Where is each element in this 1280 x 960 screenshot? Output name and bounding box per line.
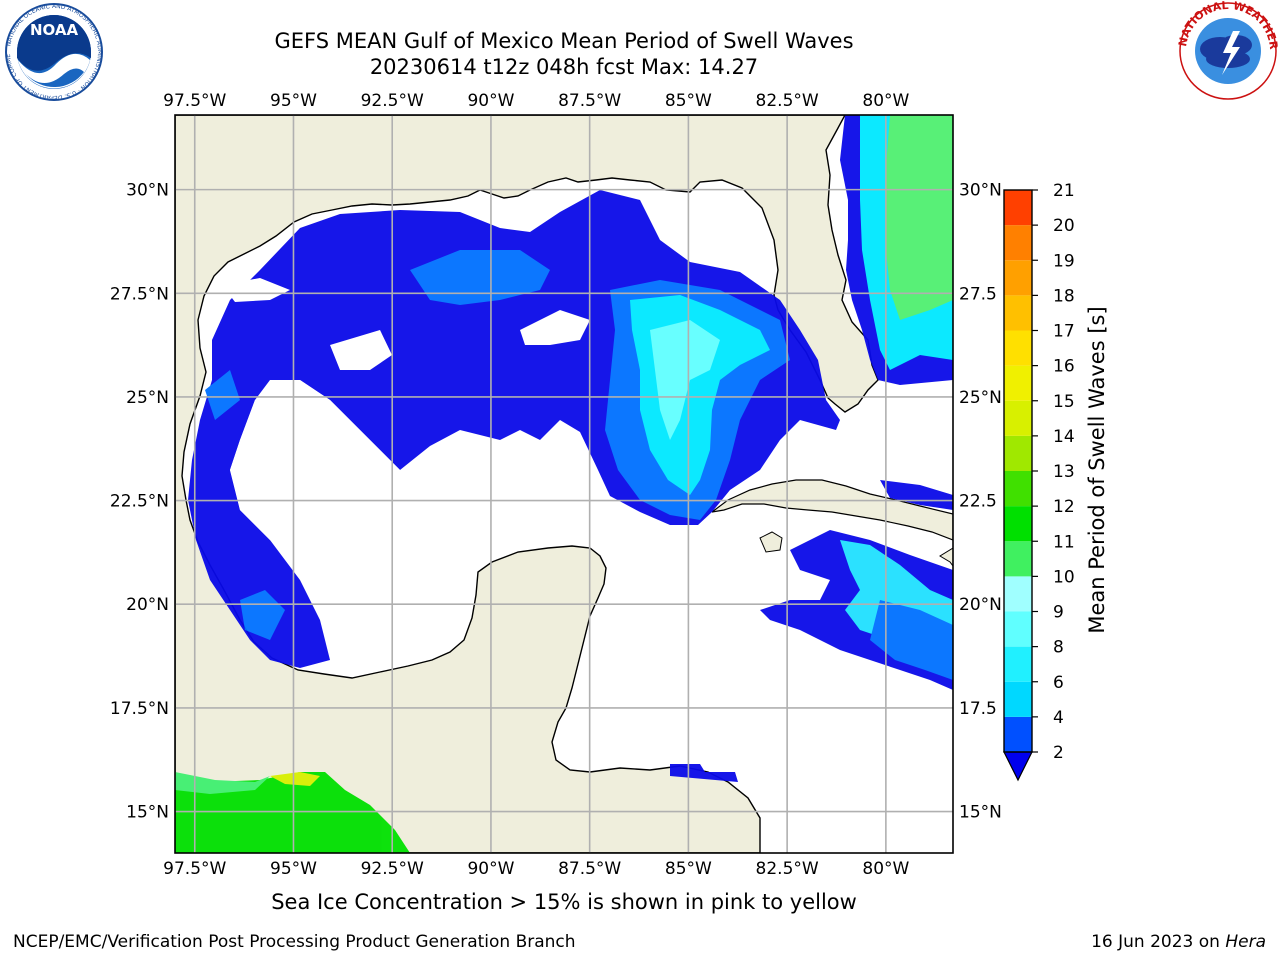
colorbar-segment [1004, 541, 1032, 577]
colorbar-tick-label: 20 [1053, 216, 1075, 236]
colorbar-segment [1004, 646, 1032, 682]
lat-label-left: 25°N [126, 388, 169, 408]
lat-label-right: 15°N [959, 803, 1002, 823]
colorbar-tick-label: 6 [1053, 673, 1064, 693]
map-area [175, 115, 953, 853]
lon-label-bottom: 85°W [665, 859, 712, 879]
colorbar-tick-label: 10 [1053, 567, 1075, 587]
chart-subtitle: 20230614 t12z 048h fcst Max: 14.27 [369, 55, 759, 79]
lon-label-top: 82.5°W [756, 91, 819, 111]
colorbar-tick-label: 15 [1053, 392, 1075, 412]
land-cuba [711, 479, 953, 541]
lat-label-right: 22.5 [959, 492, 997, 512]
lon-label-bottom: 82.5°W [756, 859, 819, 879]
colorbar-tick-label: 2 [1053, 743, 1064, 763]
footer-credit: NCEP/EMC/Verification Post Processing Pr… [13, 932, 576, 952]
colorbar-tick-label: 14 [1053, 427, 1075, 447]
colorbar-tick-label: 12 [1053, 497, 1075, 517]
colorbar-tick-label: 19 [1053, 251, 1075, 271]
map-gridlines [175, 115, 953, 853]
lon-label-bottom: 80°W [862, 859, 909, 879]
colorbar-tick-label: 16 [1053, 357, 1075, 377]
lon-label-bottom: 90°W [467, 859, 514, 879]
colorbar-label: Mean Period of Swell Waves [s] [1085, 306, 1109, 634]
lat-label-right: 30°N [959, 181, 1002, 201]
colorbar-segment [1004, 260, 1032, 296]
colorbar-tick-label: 21 [1053, 181, 1075, 201]
lat-label-left: 20°N [126, 595, 169, 615]
lat-label-right: 17.5 [959, 699, 997, 719]
chart-title: GEFS MEAN Gulf of Mexico Mean Period of … [274, 29, 854, 53]
lon-label-top: 87.5°W [558, 91, 621, 111]
colorbar-segment [1004, 506, 1032, 542]
lon-label-top: 92.5°W [361, 91, 424, 111]
colorbar-segment [1004, 400, 1032, 436]
colorbar-segment [1004, 611, 1032, 647]
colorbar-tick-label: 11 [1053, 532, 1075, 552]
colorbar: 2 4 6 8 9 10 11 12 13 14 15 16 17 18 19 20 21 [1003, 181, 1075, 782]
colorbar-segment [1004, 295, 1032, 331]
land-isle-of-youth [759, 531, 783, 553]
lat-label-right: 27.5 [959, 284, 997, 304]
lon-label-top: 85°W [665, 91, 712, 111]
lat-label-right: 25°N [959, 388, 1002, 408]
footer-host: Hera [1225, 932, 1266, 952]
lat-label-left: 22.5°N [110, 492, 169, 512]
caption: Sea Ice Concentration > 15% is shown in … [271, 890, 857, 914]
lon-label-bottom: 87.5°W [558, 859, 621, 879]
lat-label-left: 17.5°N [110, 699, 169, 719]
lon-label-top: 97.5°W [163, 91, 226, 111]
lon-label-bottom: 92.5°W [361, 859, 424, 879]
noaa-logo-text: NOAA [30, 21, 79, 39]
colorbar-tick-label: 18 [1053, 286, 1075, 306]
field-green-pacific [175, 772, 410, 853]
colorbar-segment [1004, 681, 1032, 717]
colorbar-segment [1004, 330, 1032, 366]
map-axis-labels: 97.5°W 97.5°W 95°W 95°W 92.5°W 92.5°W 90°W 90°W… [110, 91, 1002, 879]
colorbar-segment [1004, 190, 1032, 226]
land-hispaniola [939, 547, 953, 567]
colorbar-segment [1004, 716, 1032, 752]
lon-label-top: 90°W [467, 91, 514, 111]
lat-label-right: 20°N [959, 595, 1002, 615]
colorbar-segment [1004, 471, 1032, 507]
lon-label-top: 80°W [862, 91, 909, 111]
lat-label-left: 27.5°N [110, 284, 169, 304]
lon-label-top: 95°W [270, 91, 317, 111]
lon-label-bottom: 95°W [270, 859, 317, 879]
field-mediumblue [410, 250, 550, 305]
wave-period-field [175, 115, 953, 853]
lat-label-left: 30°N [126, 181, 169, 201]
lat-label-left: 15°N [126, 803, 169, 823]
colorbar-tick-label: 8 [1053, 638, 1064, 658]
colorbar-segment [1004, 225, 1032, 261]
colorbar-segment [1004, 365, 1032, 401]
colorbar-tick-label: 4 [1053, 708, 1064, 728]
field-green-atlantic [885, 115, 953, 320]
nws-logo: NATIONAL WEATHER SERVICE [1178, 1, 1278, 100]
colorbar-tick-label: 13 [1053, 462, 1075, 482]
noaa-logo: NOAA NATIONAL OCEANIC AND ATMOSPHERIC AD… [4, 2, 103, 101]
colorbar-tick-label: 9 [1053, 603, 1064, 623]
map-frame [174, 114, 954, 854]
lon-label-bottom: 97.5°W [163, 859, 226, 879]
colorbar-segment [1004, 435, 1032, 471]
colorbar-segment [1004, 576, 1032, 612]
colorbar-tick-label: 17 [1053, 322, 1075, 342]
colorbar-extend-triangle [1003, 751, 1033, 782]
footer-date: 16 Jun 2023 on Hera [1091, 932, 1266, 952]
